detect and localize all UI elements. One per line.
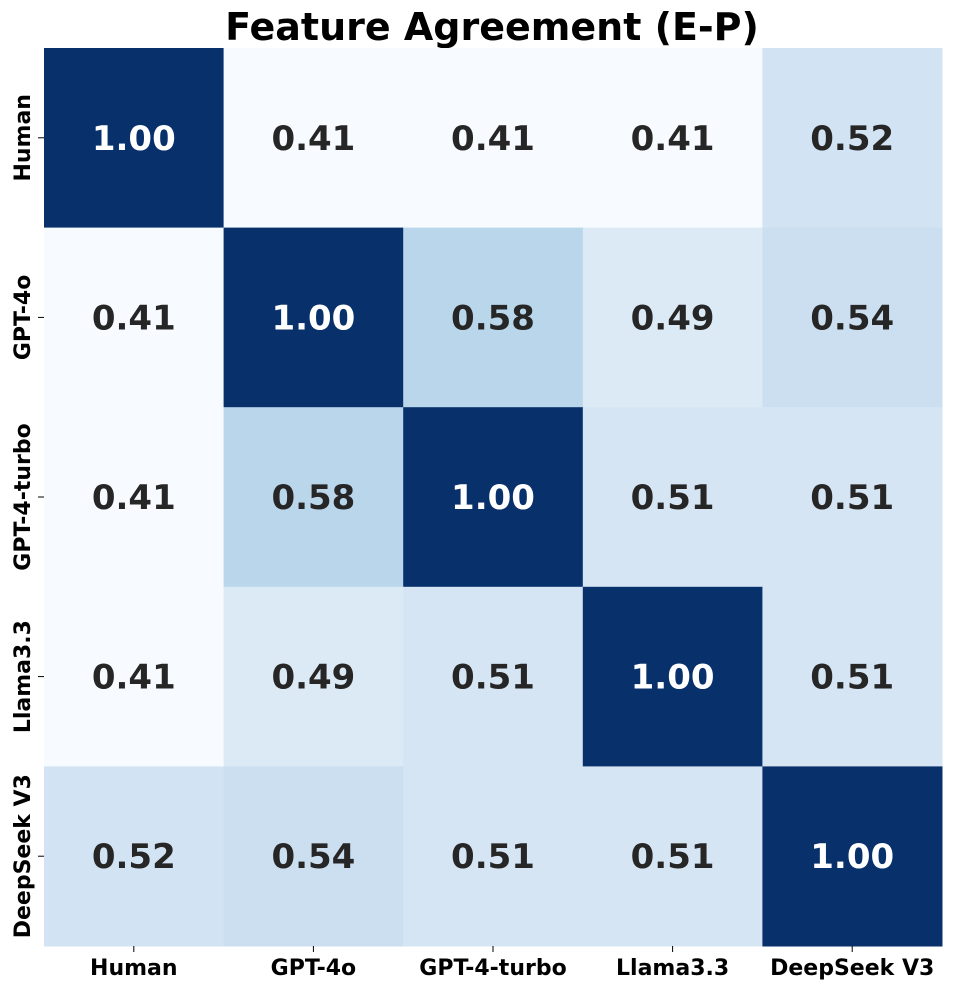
heatmap-cell-4-3	[582, 766, 763, 947]
heatmap-cell-4-4	[762, 766, 943, 947]
heatmap-cell-3-0	[44, 586, 225, 767]
heatmap-cell-0-3	[582, 48, 763, 229]
x-axis: Human GPT-4o GPT-4-turbo Llama3.3 DeepSeek V…	[90, 946, 934, 981]
y-tick-label-1: GPT-4o	[11, 275, 36, 361]
y-axis: Human GPT-4o GPT-4-turbo Llama3.3 DeepSeek V…	[11, 94, 44, 938]
cell-value-label-0-1: 0.41	[271, 119, 355, 159]
cell-value-label-3-2: 0.51	[451, 658, 535, 698]
cell-value-label-0-0: 1.00	[92, 119, 176, 159]
heatmap-cell-labels: 1.00 0.41 0.41 0.41 0.52 0.41 1.00 0.58 0.49 0.54…	[92, 119, 894, 877]
heatmap-cell-3-3	[582, 586, 763, 767]
cell-value-label-4-2: 0.51	[451, 837, 535, 877]
y-tick-label-2: GPT-4-turbo	[11, 423, 36, 570]
heatmap-cell-2-0	[44, 407, 225, 588]
heatmap-cell-3-1	[223, 586, 404, 767]
heatmap-cell-4-1	[223, 766, 404, 947]
cell-value-label-1-4: 0.54	[810, 298, 894, 338]
cell-value-label-2-3: 0.51	[631, 478, 715, 518]
x-tick-label-4: DeepSeek V3	[770, 956, 934, 981]
heatmap-cell-0-2	[403, 48, 584, 229]
heatmap-cell-2-3	[582, 407, 763, 588]
cell-value-label-3-1: 0.49	[271, 658, 355, 698]
cell-value-label-1-3: 0.49	[631, 298, 715, 338]
cell-value-label-1-1: 1.00	[271, 298, 355, 338]
cell-value-label-3-3: 1.00	[631, 658, 715, 698]
y-tick-label-3: Llama3.3	[11, 620, 36, 733]
heatmap-cell-1-1	[223, 227, 404, 408]
heatmap-cell-0-0	[44, 48, 225, 229]
heatmap-cell-3-2	[403, 586, 584, 767]
cell-value-label-4-0: 0.52	[92, 837, 176, 877]
cell-value-label-0-4: 0.52	[810, 119, 894, 159]
cell-value-label-3-4: 0.51	[810, 658, 894, 698]
x-tick-label-3: Llama3.3	[616, 956, 729, 981]
heatmap-cell-2-2	[403, 407, 584, 588]
heatmap-cell-4-0	[44, 766, 225, 947]
y-tick-label-4: DeepSeek V3	[11, 774, 36, 938]
cell-value-label-2-0: 0.41	[92, 478, 176, 518]
x-tick-label-2: GPT-4-turbo	[419, 956, 566, 981]
heatmap-cells	[44, 48, 943, 947]
heatmap-cell-2-1	[223, 407, 404, 588]
x-tick-label-0: Human	[90, 956, 178, 981]
cell-value-label-4-1: 0.54	[271, 837, 355, 877]
heatmap-cell-1-3	[582, 227, 763, 408]
x-tick-label-1: GPT-4o	[271, 956, 357, 981]
cell-value-label-2-4: 0.51	[810, 478, 894, 518]
chart-title: Feature Agreement (E-P)	[225, 5, 759, 49]
heatmap-cell-4-2	[403, 766, 584, 947]
cell-value-label-0-2: 0.41	[451, 119, 535, 159]
heatmap-cell-2-4	[762, 407, 943, 588]
heatmap-cell-3-4	[762, 586, 943, 767]
y-tick-label-0: Human	[11, 94, 36, 182]
heatmap-cell-1-0	[44, 227, 225, 408]
cell-value-label-0-3: 0.41	[631, 119, 715, 159]
heatmap-cell-1-4	[762, 227, 943, 408]
cell-value-label-2-2: 1.00	[451, 478, 535, 518]
cell-value-label-2-1: 0.58	[271, 478, 355, 518]
heatmap-cell-1-2	[403, 227, 584, 408]
heatmap-cell-0-1	[223, 48, 404, 229]
heatmap-cell-0-4	[762, 48, 943, 229]
cell-value-label-1-0: 0.41	[92, 298, 176, 338]
cell-value-label-3-0: 0.41	[92, 658, 176, 698]
cell-value-label-1-2: 0.58	[451, 298, 535, 338]
cell-value-label-4-4: 1.00	[810, 837, 894, 877]
cell-value-label-4-3: 0.51	[631, 837, 715, 877]
